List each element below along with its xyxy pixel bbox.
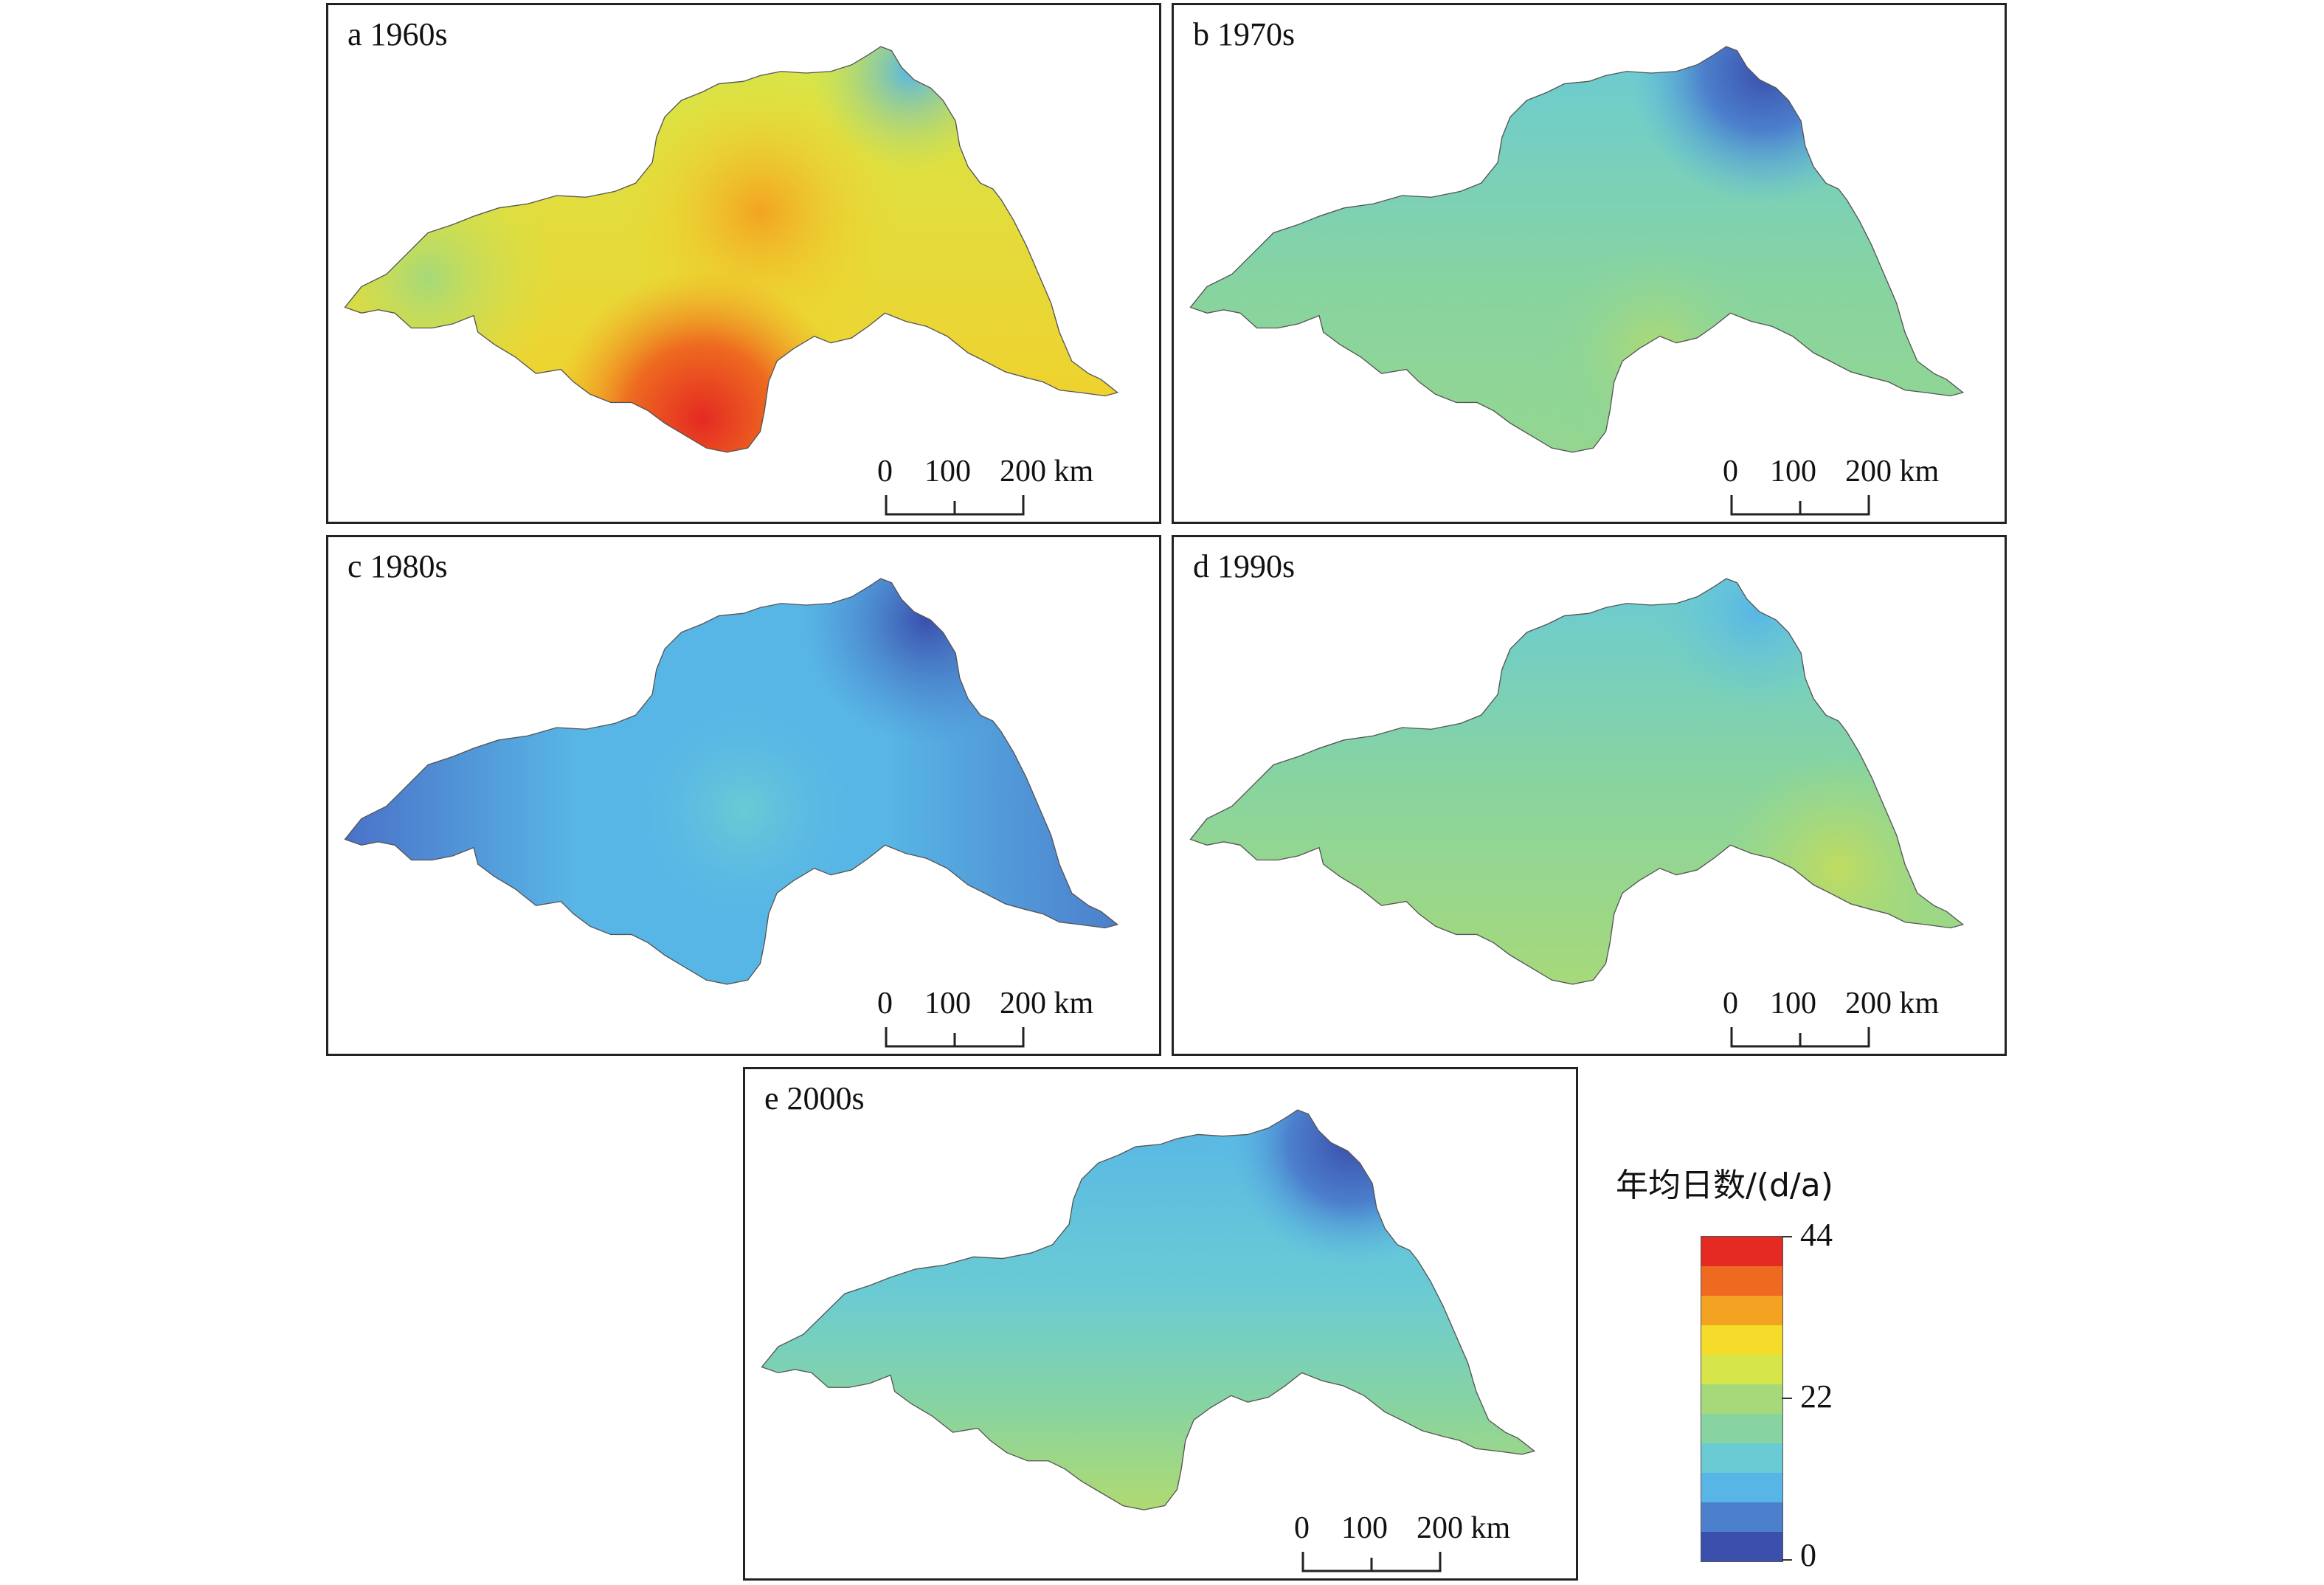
scale-bar: 0 100 200 km: [876, 986, 1119, 1052]
scale-label-0: 0: [877, 987, 893, 1021]
panel-label: e 2000s: [764, 1080, 865, 1116]
legend-tick-max: 44: [1800, 1217, 1833, 1253]
scale-label-100: 100: [1341, 1511, 1388, 1545]
scale-line: [1730, 495, 1870, 516]
scale-line: [885, 1027, 1025, 1048]
legend-tick-min: 0: [1800, 1537, 1816, 1573]
scale-bar: 0 100 200 km: [876, 454, 1119, 520]
scale-label-100: 100: [924, 987, 971, 1021]
map-1970s: [1189, 46, 1964, 453]
legend-title: 年均日数/(d/a): [1616, 1167, 1833, 1204]
scale-label-200: 200 km: [1000, 987, 1094, 1021]
scale-label-0: 0: [1294, 1511, 1310, 1545]
scale-label-100: 100: [924, 455, 971, 488]
legend-tick-mark-mid: [1782, 1398, 1792, 1399]
scale-bar: 0 100 200 km: [1293, 1510, 1536, 1577]
panel-label: b 1970s: [1193, 16, 1296, 52]
panel-label: d 1990s: [1193, 548, 1296, 584]
scale-bar: 0 100 200 km: [1721, 454, 1965, 520]
map-1990s: [1189, 578, 1964, 985]
scale-line: [1301, 1552, 1442, 1572]
scale-label-100: 100: [1770, 987, 1816, 1021]
map-1960s: [344, 46, 1118, 453]
map-panel-1970s: b 1970s 0 100 200 km: [1172, 3, 2007, 524]
scale-label-200: 200 km: [1845, 455, 1940, 488]
scale-line: [1730, 1027, 1870, 1048]
panel-label: a 1960s: [347, 16, 448, 52]
color-legend: 年均日数/(d/a) 44 22 0: [1616, 1158, 1926, 1579]
scale-label-0: 0: [1723, 455, 1738, 488]
map-1980s: [344, 578, 1118, 985]
legend-tick-mark-min: [1782, 1559, 1792, 1561]
scale-label-0: 0: [877, 455, 893, 488]
scale-bar: 0 100 200 km: [1721, 986, 1965, 1052]
scale-label-200: 200 km: [1417, 1511, 1511, 1545]
scale-label-100: 100: [1770, 455, 1816, 488]
map-2000s: [761, 1109, 1535, 1510]
map-panel-1960s: a 1960s 0 100 200 km: [326, 3, 1161, 524]
panel-label: c 1980s: [347, 548, 448, 584]
map-panel-2000s: e 2000s 0 100 200 km: [743, 1067, 1578, 1581]
legend-tick-mid: 22: [1800, 1378, 1833, 1415]
scale-label-200: 200 km: [1000, 455, 1094, 488]
map-panel-1990s: d 1990s 0 100 200 km: [1172, 535, 2007, 1056]
scale-label-0: 0: [1723, 987, 1738, 1021]
legend-tick-mark-max: [1782, 1236, 1792, 1237]
scale-label-200: 200 km: [1845, 987, 1940, 1021]
map-panel-1980s: c 1980s 0 100 200 km: [326, 535, 1161, 1056]
scale-line: [885, 495, 1025, 516]
legend-color-bar: [1701, 1236, 1783, 1562]
